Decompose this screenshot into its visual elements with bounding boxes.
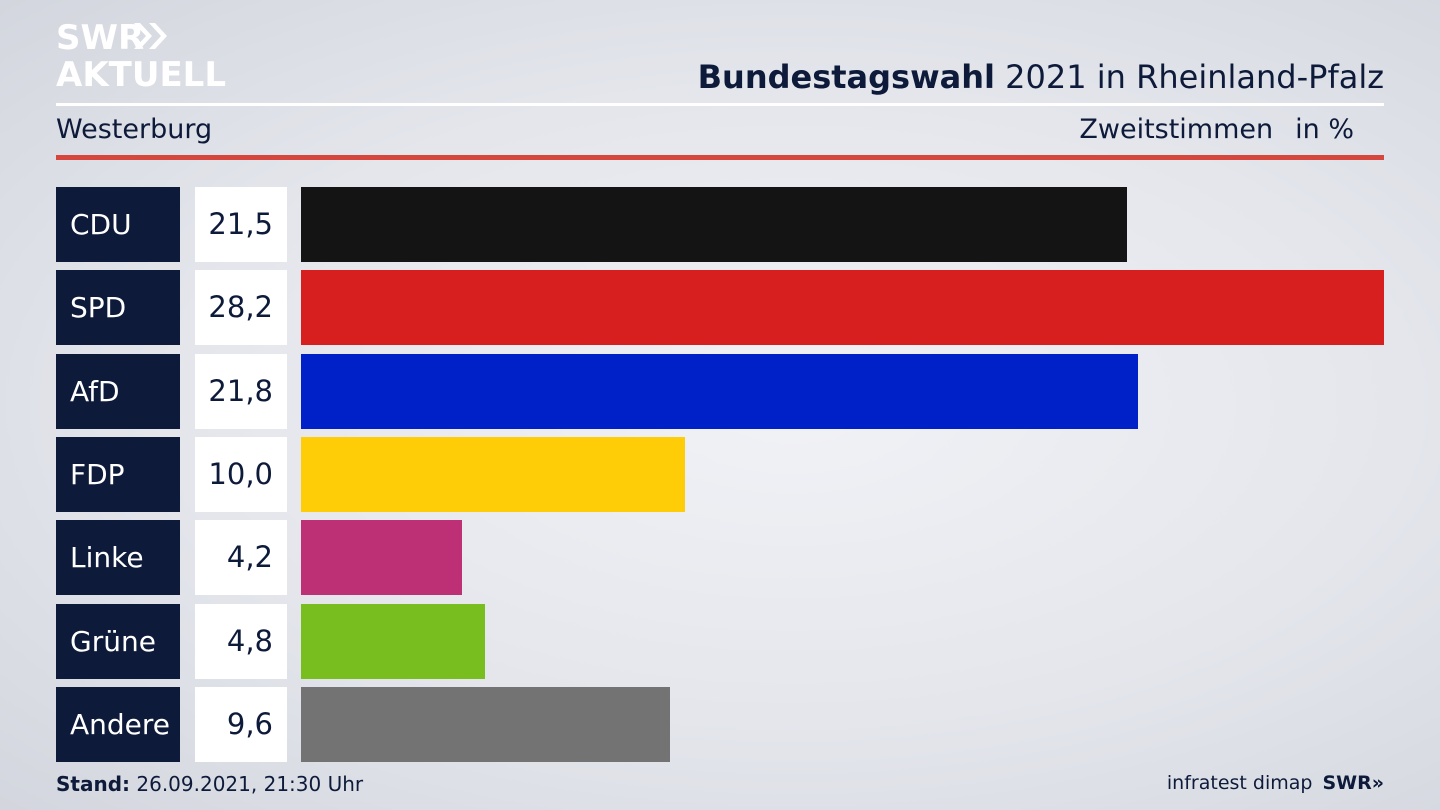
title-bold: Bundestagswahl <box>697 58 995 96</box>
value-label: 21,8 <box>195 353 287 429</box>
bar-row-fdp: FDP 10,0 <box>56 436 1384 512</box>
bar-spd <box>301 270 1384 346</box>
page-title: Bundestagswahl 2021 in Rheinland-Pfalz <box>698 58 1384 96</box>
stand-value: 26.09.2021, 21:30 Uhr <box>130 772 364 796</box>
header-divider <box>56 103 1384 106</box>
bar-row-cdu: CDU 21,5 <box>56 187 1384 262</box>
value-label: 28,2 <box>195 270 287 346</box>
logo-chevron-1 <box>134 23 152 49</box>
party-label: CDU <box>56 187 180 262</box>
logo-chevron-2 <box>149 23 167 49</box>
value-label: 10,0 <box>195 436 287 512</box>
party-label: Linke <box>56 520 180 596</box>
bar-row-grüne: Grüne 4,8 <box>56 603 1384 679</box>
measure-name: Zweitstimmen <box>1079 114 1274 145</box>
party-label: FDP <box>56 436 180 512</box>
logo-aktuell-text: AKTUELL <box>56 55 226 90</box>
bar-row-spd: SPD 28,2 <box>56 270 1384 346</box>
swr-aktuell-logo: SWR AKTUELL <box>56 18 246 90</box>
bar-andere <box>301 686 670 762</box>
footer-source: infratest dimap SWR» <box>1167 772 1384 794</box>
unit-label: in % <box>1295 114 1354 145</box>
bar-cdu <box>301 187 1127 262</box>
bar-row-linke: Linke 4,2 <box>56 520 1384 596</box>
party-label: Andere <box>56 686 180 762</box>
bar-row-afd: AfD 21,8 <box>56 353 1384 429</box>
region-name: Westerburg <box>56 114 213 145</box>
bar-linke <box>301 520 463 596</box>
value-label: 4,8 <box>195 603 287 679</box>
source-name: infratest dimap <box>1166 772 1313 794</box>
measure-label: Zweitstimmen in % <box>1079 114 1354 145</box>
stand-label: Stand: <box>56 772 131 796</box>
bar-fdp <box>301 436 686 512</box>
footer-swr-logo: SWR» <box>1322 772 1384 794</box>
logo-swr-text: SWR <box>56 18 144 58</box>
bar-row-andere: Andere 9,6 <box>56 686 1384 762</box>
title-rest: 2021 in Rheinland-Pfalz <box>995 58 1384 96</box>
bar-afd <box>301 353 1139 429</box>
party-label: Grüne <box>56 603 180 679</box>
bar-grüne <box>301 603 486 679</box>
bar-chart: CDU 21,5 SPD 28,2 AfD 21,8 FDP 10,0 Linke 4,2 Grün… <box>56 187 1384 762</box>
party-label: SPD <box>56 270 180 346</box>
value-label: 9,6 <box>195 686 287 762</box>
party-label: AfD <box>56 353 180 429</box>
value-label: 21,5 <box>195 187 287 262</box>
timestamp: Stand: 26.09.2021, 21:30 Uhr <box>56 772 363 796</box>
value-label: 4,2 <box>195 520 287 596</box>
accent-divider <box>56 155 1384 160</box>
